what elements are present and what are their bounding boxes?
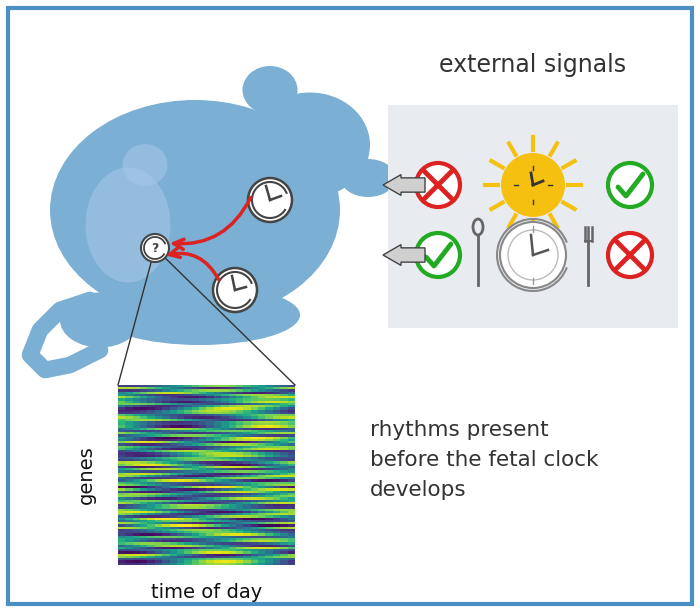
- Circle shape: [141, 234, 169, 262]
- Ellipse shape: [242, 66, 298, 114]
- Polygon shape: [383, 174, 425, 195]
- Ellipse shape: [100, 285, 300, 345]
- Circle shape: [416, 163, 460, 207]
- Text: external signals: external signals: [440, 53, 626, 77]
- Circle shape: [608, 163, 652, 207]
- Circle shape: [608, 233, 652, 277]
- FancyBboxPatch shape: [388, 105, 678, 328]
- Ellipse shape: [60, 293, 140, 348]
- Ellipse shape: [50, 100, 340, 320]
- Ellipse shape: [85, 168, 171, 283]
- Polygon shape: [383, 245, 425, 266]
- Circle shape: [501, 153, 565, 217]
- Ellipse shape: [250, 92, 370, 198]
- Circle shape: [248, 178, 292, 222]
- Ellipse shape: [340, 159, 395, 197]
- Circle shape: [500, 222, 566, 288]
- Ellipse shape: [122, 144, 167, 186]
- Circle shape: [213, 268, 257, 312]
- Text: ?: ?: [151, 242, 159, 255]
- Text: genes: genes: [76, 446, 95, 504]
- Circle shape: [416, 233, 460, 277]
- Text: rhythms present
before the fetal clock
develops: rhythms present before the fetal clock d…: [370, 420, 598, 499]
- Text: time of day: time of day: [151, 583, 262, 602]
